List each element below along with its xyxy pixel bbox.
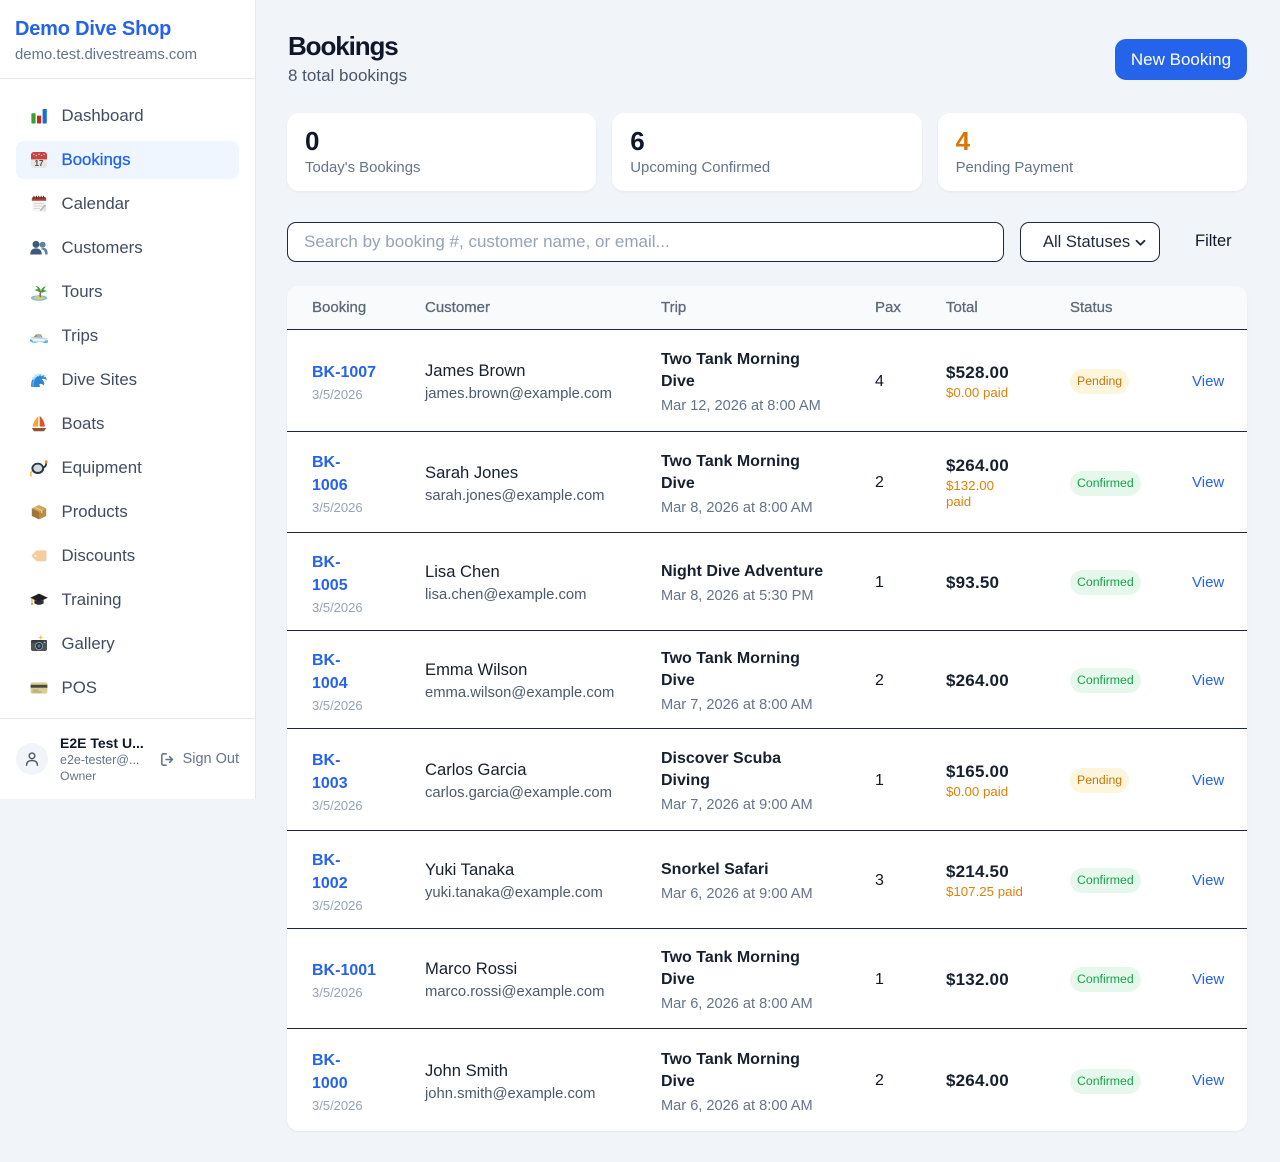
- svg-text:17: 17: [34, 159, 43, 168]
